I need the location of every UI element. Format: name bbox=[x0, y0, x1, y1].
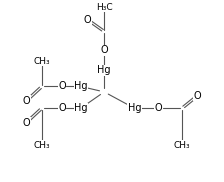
Text: O: O bbox=[22, 118, 30, 128]
Text: Hg: Hg bbox=[74, 82, 88, 92]
Text: H₃C: H₃C bbox=[96, 3, 112, 11]
Text: O: O bbox=[155, 103, 163, 113]
Text: O: O bbox=[58, 82, 66, 92]
Text: CH₃: CH₃ bbox=[174, 141, 190, 150]
Text: O: O bbox=[100, 45, 108, 55]
Text: Hg: Hg bbox=[97, 65, 111, 75]
Text: Hg: Hg bbox=[127, 103, 141, 113]
Text: O: O bbox=[84, 15, 91, 25]
Text: O: O bbox=[194, 90, 202, 100]
Text: O: O bbox=[22, 96, 30, 106]
Text: O: O bbox=[58, 103, 66, 113]
Text: CH₃: CH₃ bbox=[34, 57, 50, 66]
Text: Hg: Hg bbox=[74, 103, 88, 113]
Text: CH₃: CH₃ bbox=[34, 141, 50, 150]
